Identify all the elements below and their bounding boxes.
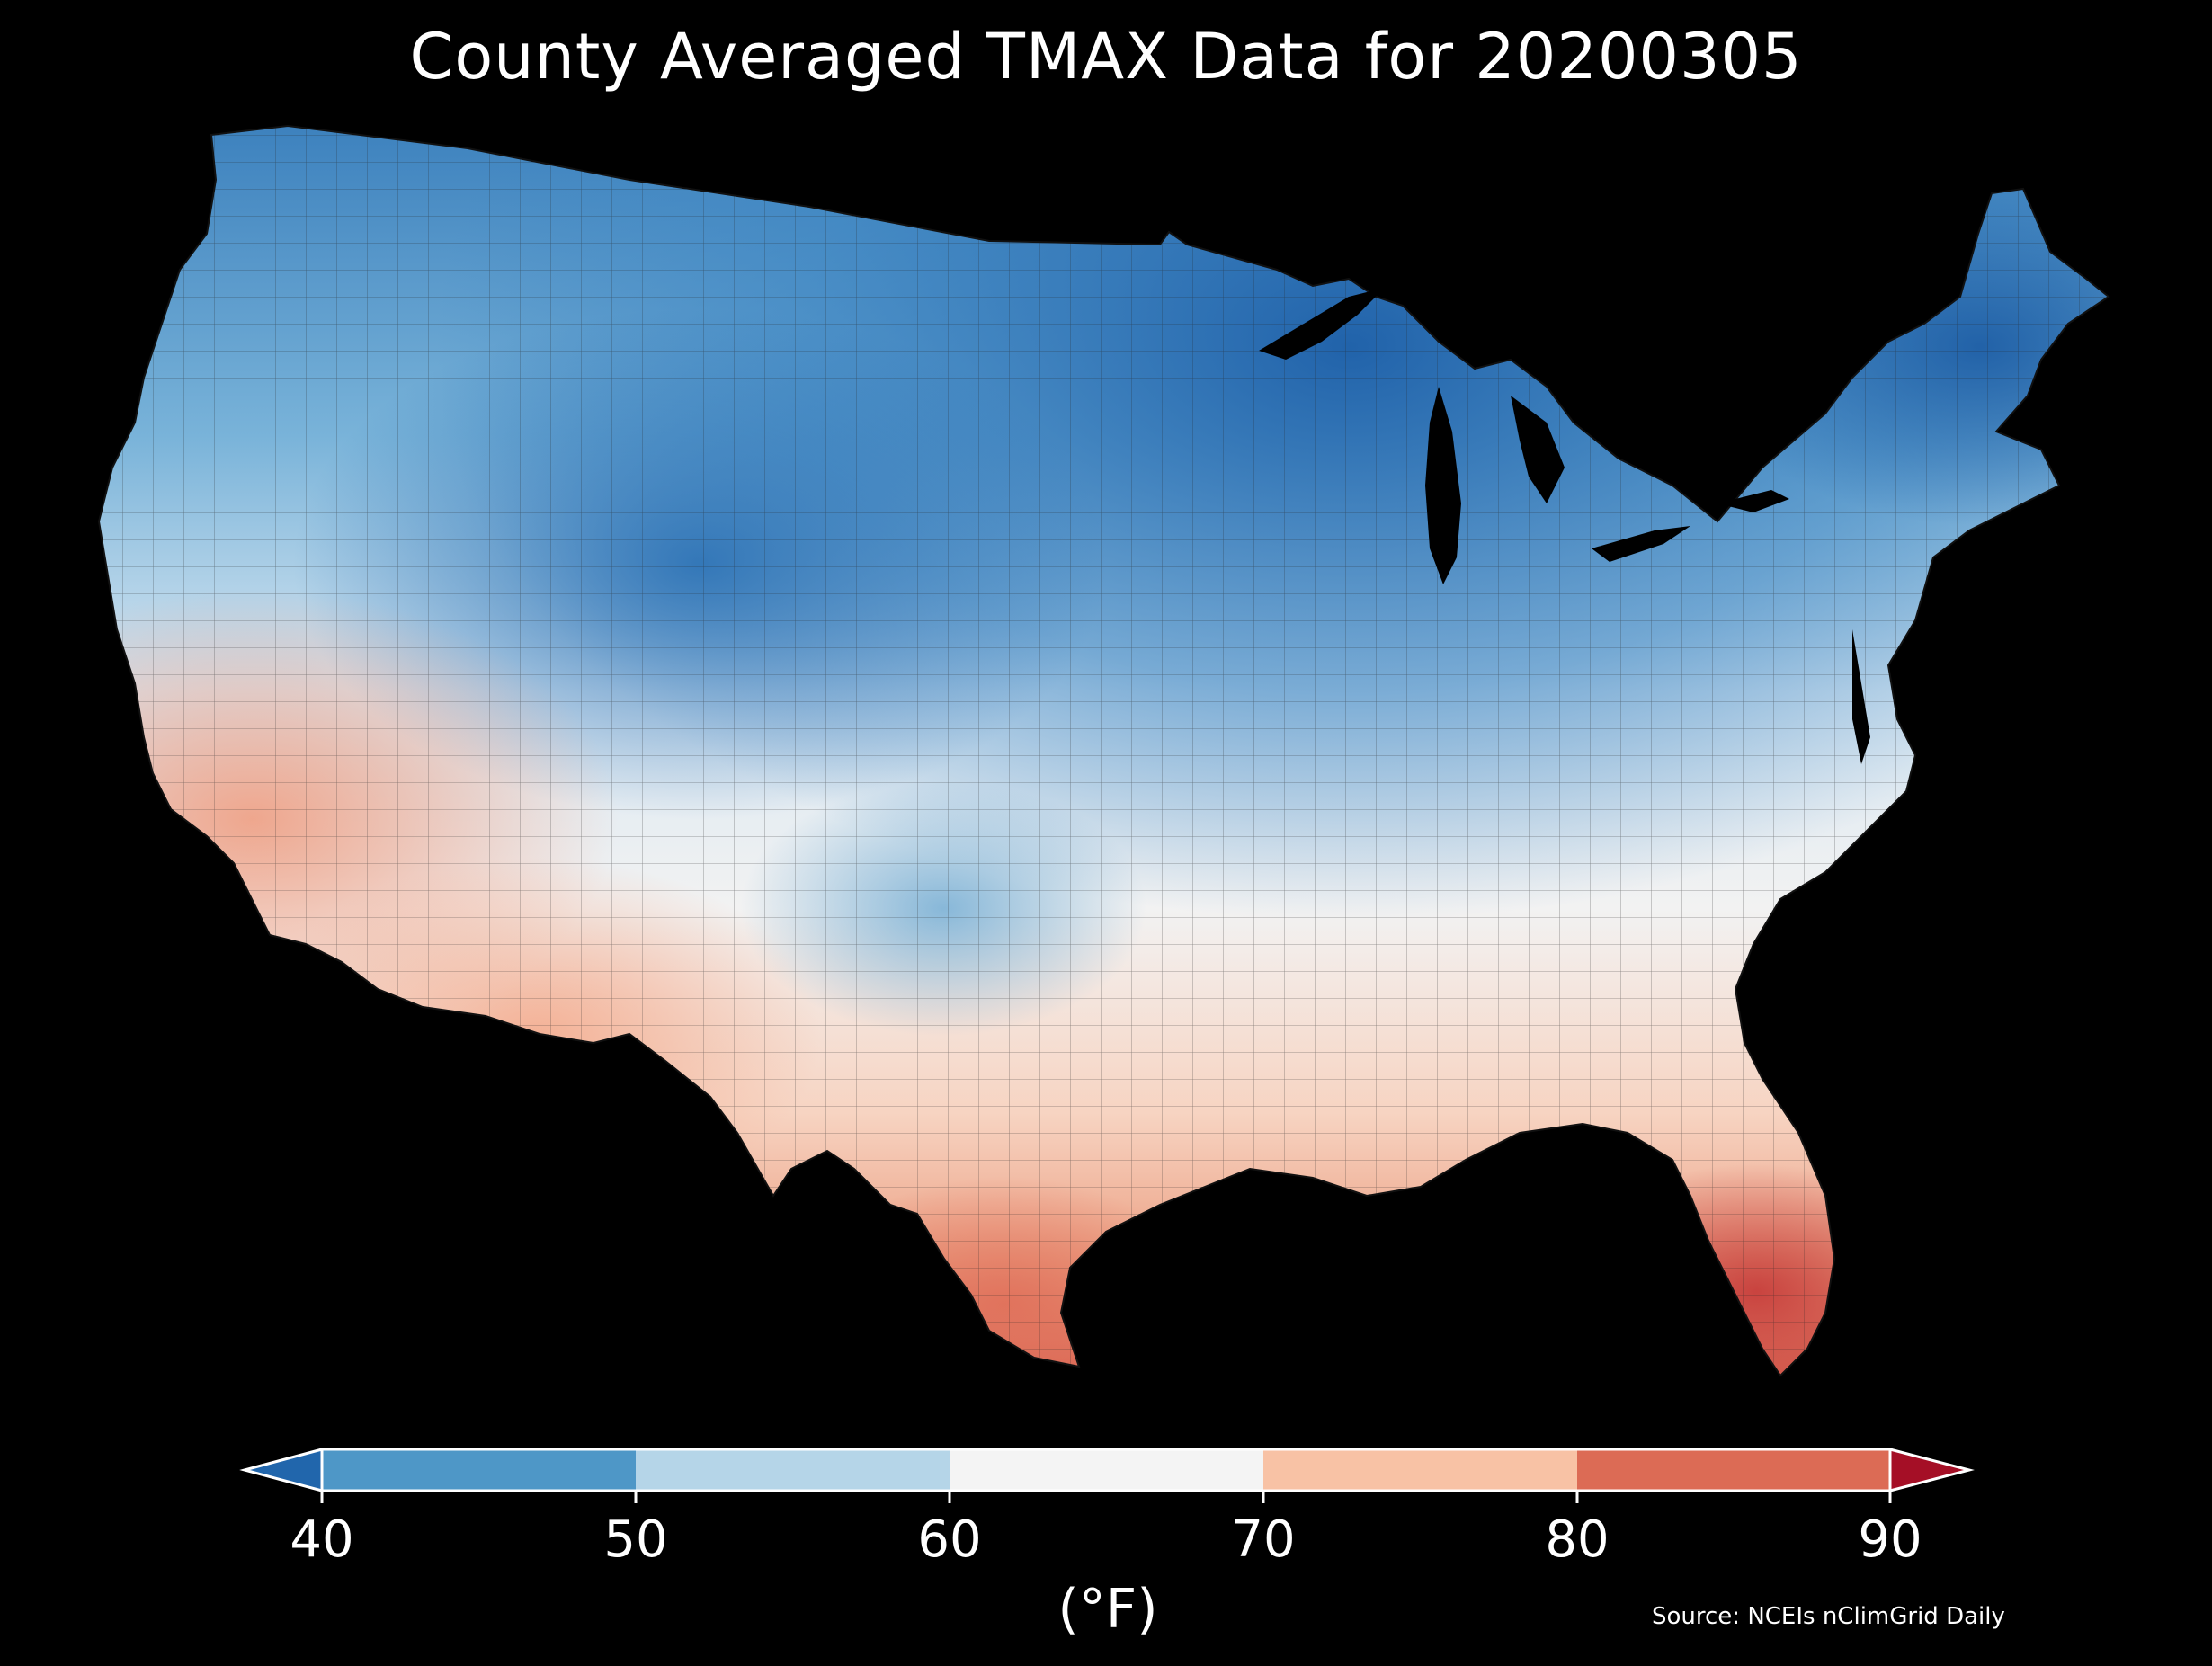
map-title: County Averaged TMAX Data for 20200305: [409, 20, 1803, 94]
colorbar-tick-40: 40: [290, 1510, 354, 1569]
colorbar-tick-80: 80: [1545, 1510, 1610, 1569]
colorbar-bin-80-90: [1577, 1449, 1890, 1491]
colorbar-bin-60-70: [950, 1449, 1263, 1491]
chesapeake-bay: [1852, 629, 1870, 764]
colorbar-over-arrow: [1888, 1448, 1975, 1492]
colorbar-unit-label: (°F): [1057, 1578, 1158, 1641]
colorbar-tick-70: 70: [1231, 1510, 1296, 1569]
colorbar-tick-60: 60: [917, 1510, 982, 1569]
lake-erie: [1592, 526, 1690, 562]
colorbar-bin-70-80: [1263, 1449, 1577, 1491]
colorbar-bin-50-60: [636, 1449, 950, 1491]
source-credit: Source: NCEIs nClimGrid Daily: [1652, 1603, 2005, 1630]
lake-ontario: [1717, 490, 1789, 512]
colorbar-tick-90: 90: [1858, 1510, 1922, 1569]
colorbar-tick-50: 50: [603, 1510, 668, 1569]
lake-michigan: [1425, 387, 1461, 584]
lake-superior: [1259, 288, 1385, 360]
colorbar-bin-40-50: [322, 1449, 636, 1491]
lake-huron: [1511, 396, 1565, 503]
colorbar-under-arrow: [239, 1448, 324, 1492]
